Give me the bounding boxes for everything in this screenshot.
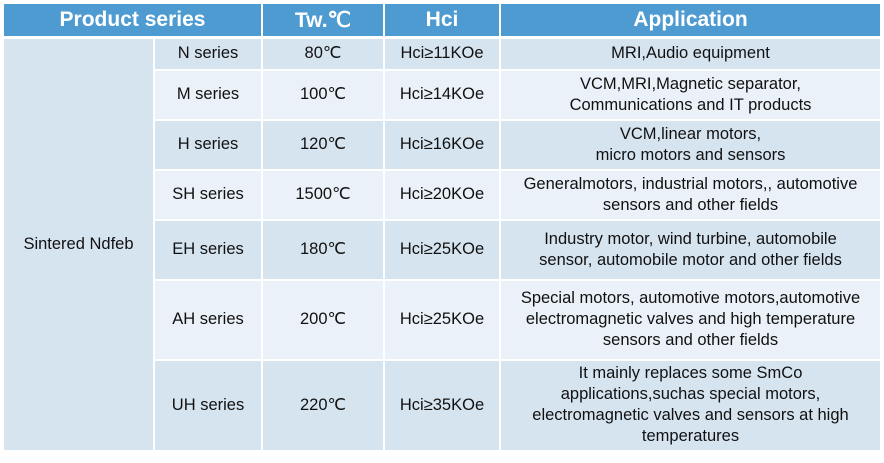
- application-line: It mainly replaces some SmCo: [578, 364, 803, 382]
- series-cell: AH series: [154, 279, 263, 361]
- application-line: temperatures: [641, 427, 740, 445]
- tw-cell: 120℃: [262, 119, 385, 171]
- application-cell: It mainly replaces some SmCo application…: [500, 359, 880, 452]
- table-row: SH series 1500℃ Hci≥20KOe Generalmotors,…: [4, 169, 880, 221]
- application-cell: VCM,MRI,Magnetic separator, Communicatio…: [500, 69, 880, 121]
- tw-cell: 220℃: [262, 359, 385, 452]
- product-series-table: Product series Tw.℃ Hci Application Sint…: [4, 4, 880, 452]
- series-cell: UH series: [154, 359, 263, 452]
- series-cell: M series: [154, 69, 263, 121]
- tw-cell: 100℃: [262, 69, 385, 121]
- hci-cell: Hci≥35KOe: [384, 359, 501, 452]
- group-label: Sintered Ndfeb: [4, 37, 155, 452]
- table-row: Sintered Ndfeb N series 80℃ Hci≥11KOe MR…: [4, 37, 880, 452]
- series-cell: N series: [154, 37, 263, 71]
- application-line: Industry motor, wind turbine, automobile: [544, 229, 837, 248]
- hci-cell: Hci≥25KOe: [384, 279, 501, 361]
- header-application: Application: [500, 4, 880, 39]
- product-table-container: Product series Tw.℃ Hci Application Sint…: [4, 4, 880, 452]
- application-line: applications,suchas special motors,: [560, 385, 821, 403]
- application-line: Special motors, automotive motors,automo…: [520, 289, 861, 307]
- hci-cell: Hci≥20KOe: [384, 169, 501, 221]
- series-cell: EH series: [154, 219, 263, 281]
- tw-cell: 80℃: [262, 37, 385, 71]
- application-cell: Special motors, automotive motors,automo…: [500, 279, 880, 361]
- table-row: AH series 200℃ Hci≥25KOe Special motors,…: [4, 279, 880, 361]
- application-cell: MRI,Audio equipment: [500, 37, 880, 71]
- table-row: H series 120℃ Hci≥16KOe VCM,linear motor…: [4, 119, 880, 171]
- header-tw: Tw.℃: [262, 4, 385, 39]
- hci-cell: Hci≥25KOe: [384, 219, 501, 281]
- application-line: sensor, automobile motor and other field…: [539, 250, 842, 269]
- header-hci: Hci: [384, 4, 501, 39]
- application-line: MRI,Audio equipment: [611, 44, 770, 63]
- application-line: sensors and other fields: [602, 331, 779, 349]
- application-line: VCM,linear motors,: [619, 124, 762, 143]
- application-cell: VCM,linear motors, micro motors and sens…: [500, 119, 880, 171]
- hci-cell: Hci≥14KOe: [384, 69, 501, 121]
- header-row: Product series Tw.℃ Hci Application: [4, 4, 880, 39]
- hci-cell: Hci≥16KOe: [384, 119, 501, 171]
- tw-cell: 200℃: [262, 279, 385, 361]
- application-line: Generalmotors, industrial motors,, autom…: [523, 174, 858, 193]
- application-line: sensors and other fields: [602, 195, 779, 214]
- application-line: micro motors and sensors: [595, 145, 786, 164]
- header-product-series: Product series: [4, 4, 263, 39]
- table-row: UH series 220℃ Hci≥35KOe It mainly repla…: [4, 359, 880, 452]
- table-row: M series 100℃ Hci≥14KOe VCM,MRI,Magnetic…: [4, 69, 880, 121]
- application-line: electromagnetic valves and sensors at hi…: [532, 406, 849, 424]
- tw-cell: 1500℃: [262, 169, 385, 221]
- series-cell: SH series: [154, 169, 263, 221]
- table-row: EH series 180℃ Hci≥25KOe Industry motor,…: [4, 219, 880, 281]
- hci-cell: Hci≥11KOe: [384, 37, 501, 71]
- tw-cell: 180℃: [262, 219, 385, 281]
- series-cell: H series: [154, 119, 263, 171]
- application-line: electromagnetic valves and high temperat…: [525, 310, 856, 328]
- application-line: Communications and IT products: [569, 95, 812, 114]
- application-cell: Industry motor, wind turbine, automobile…: [500, 219, 880, 281]
- application-line: VCM,MRI,Magnetic separator,: [580, 74, 801, 93]
- application-cell: Generalmotors, industrial motors,, autom…: [500, 169, 880, 221]
